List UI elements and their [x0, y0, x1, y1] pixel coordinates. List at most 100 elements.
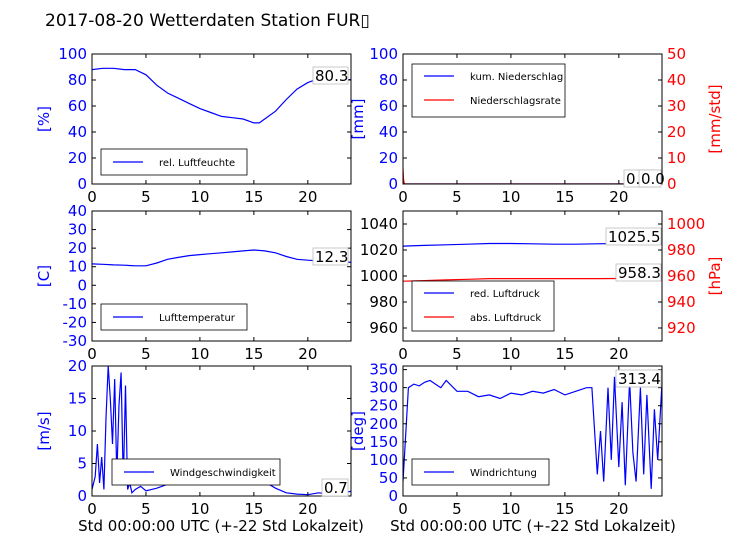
- y2-tick-label: 1000: [667, 215, 705, 233]
- y-tick-label: 10: [68, 258, 87, 276]
- y2-tick-label: 960: [667, 267, 696, 285]
- last-value-box: [321, 478, 349, 497]
- x-tick-label: 10: [190, 500, 209, 518]
- plot-frame: [91, 210, 352, 342]
- last-value-box: [312, 247, 349, 266]
- y-tick-label: 200: [369, 415, 398, 433]
- series-line-1: [92, 67, 351, 124]
- y-tick-label: 20: [68, 239, 87, 257]
- y-tick-label: -30: [63, 332, 88, 350]
- x-tick-label: 5: [141, 345, 151, 363]
- y-tick-label: 0: [77, 175, 87, 193]
- legend-entry: rel. Luftfeuchte: [159, 158, 235, 169]
- y2-tick-label: 10: [667, 149, 686, 167]
- plot-frame: [402, 365, 663, 497]
- legend-entry: kum. Niederschlag: [470, 72, 563, 83]
- y-tick-label: 40: [68, 202, 87, 220]
- x-tick-label: 15: [555, 188, 574, 206]
- legend: kum. Niederschlag Niederschlagsrate: [411, 63, 566, 118]
- panel-2: 0 5 10 15 20 0 20 40 60 80 100 0 10 20 30 40 50 [mm] [mm/s…: [349, 45, 724, 206]
- y-tick-label: 20: [379, 149, 398, 167]
- x-tick-label: 20: [609, 188, 628, 206]
- y-axis-label: [m/s]: [35, 411, 53, 450]
- y2-tick-label: 50: [667, 45, 686, 63]
- series-group: [92, 67, 351, 124]
- last-value-label: 1025.5: [608, 228, 661, 246]
- x-tick-label: 10: [190, 345, 209, 363]
- series-line-1: [403, 376, 662, 489]
- y2-axis-label: [hPa]: [706, 257, 724, 296]
- y-tick-label: 300: [369, 379, 398, 397]
- legend-entry: abs. Luftdruck: [470, 313, 541, 324]
- series-line-1: [92, 366, 351, 496]
- x-tick-label: 10: [501, 188, 520, 206]
- y-tick-label: 80: [68, 71, 87, 89]
- y-axis-label: [%]: [35, 106, 53, 132]
- last-value-box: [605, 227, 662, 246]
- y-tick-label: 30: [68, 221, 87, 239]
- x-tick-label: 10: [501, 500, 520, 518]
- y-tick-label: 100: [58, 45, 87, 63]
- x-tick-label: 15: [244, 188, 263, 206]
- x-tick-label: 20: [298, 345, 317, 363]
- y-tick-label: 1000: [360, 267, 398, 285]
- series-group: [92, 366, 351, 496]
- x-axis-label-left: Std 00:00:00 UTC (+-22 Std Lokalzeit): [78, 517, 364, 535]
- y-tick-label: 50: [379, 469, 398, 487]
- last-value-box: [615, 263, 662, 282]
- y-tick-label: 20: [68, 149, 87, 167]
- legend-entry: Lufttemperatur: [159, 313, 236, 324]
- x-tick-label: 15: [555, 500, 574, 518]
- series-group: [92, 249, 351, 267]
- last-value-label: 80.3: [315, 67, 348, 85]
- y-tick-label: 20: [68, 357, 87, 375]
- legend-entry: Windrichtung: [470, 468, 537, 479]
- y-tick-label: 10: [68, 422, 87, 440]
- legend: red. Luftdruck abs. Luftdruck: [411, 280, 555, 332]
- panel-5: 0 5 10 15 20 0 5 10 15 20 [m/s] Windgeschwindigkeit…: [35, 357, 352, 518]
- y-tick-label: 40: [379, 123, 398, 141]
- y-tick-label: 250: [369, 397, 398, 415]
- last-value-label: 0.0: [641, 170, 665, 188]
- y-tick-label: 960: [369, 319, 398, 337]
- panel-4: 0 5 10 15 20 960 980 1000 1020 1040 920 940 960 980 10…: [360, 210, 724, 363]
- y-tick-label: 15: [68, 390, 87, 408]
- x-tick-label: 15: [555, 345, 574, 363]
- series-group: [403, 376, 662, 489]
- series-line-2: [403, 168, 662, 184]
- legend-box: [411, 63, 566, 118]
- x-tick-label: 0: [398, 188, 408, 206]
- y-tick-label: 5: [77, 455, 87, 473]
- x-tick-label: 20: [298, 188, 317, 206]
- plot-frame: [402, 53, 663, 185]
- panel-3: 0 5 10 15 20-30-20-10010203040[C]Lufttempera…: [35, 202, 352, 363]
- x-tick-label: 20: [298, 500, 317, 518]
- y-tick-label: 60: [68, 97, 87, 115]
- x-tick-label: 20: [609, 500, 628, 518]
- y-tick-label: 1040: [360, 215, 398, 233]
- last-value-label: 958.3: [618, 264, 661, 282]
- x-tick-label: 5: [452, 345, 462, 363]
- y-tick-label: 100: [369, 45, 398, 63]
- y2-tick-label: 30: [667, 97, 686, 115]
- legend-box: [411, 280, 555, 332]
- panel-6: 0 5 10 15 20050100150200250300350[deg]Windri…: [349, 361, 663, 518]
- legend-entry: red. Luftdruck: [470, 289, 540, 300]
- legend: rel. Luftfeuchte: [100, 148, 248, 176]
- y-tick-label: 0: [77, 276, 87, 294]
- x-tick-label: 0: [87, 500, 97, 518]
- x-axis-label-right: Std 00:00:00 UTC (+-22 Std Lokalzeit): [390, 517, 676, 535]
- x-tick-label: 15: [244, 500, 263, 518]
- series-group: [403, 168, 662, 184]
- y-tick-label: -20: [63, 313, 88, 331]
- y-axis-label: [mm]: [349, 99, 367, 140]
- y2-tick-label: 0: [667, 175, 677, 193]
- x-tick-label: 0: [87, 188, 97, 206]
- y2-axis-label: [mm/std]: [706, 84, 724, 153]
- y2-tick-label: 980: [667, 241, 696, 259]
- y-tick-label: 40: [68, 123, 87, 141]
- x-tick-label: 0: [87, 345, 97, 363]
- figure-title: 2017-08-20 Wetterdaten Station FUR▯: [45, 11, 370, 31]
